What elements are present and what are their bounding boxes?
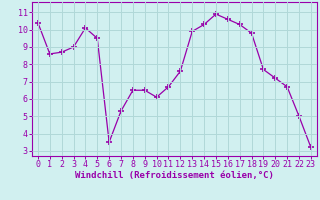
X-axis label: Windchill (Refroidissement éolien,°C): Windchill (Refroidissement éolien,°C) (75, 171, 274, 180)
